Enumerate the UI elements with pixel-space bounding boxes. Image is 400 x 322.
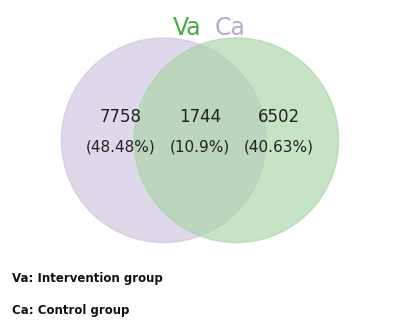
Text: 6502: 6502 — [258, 108, 300, 126]
Text: Va: Intervention group: Va: Intervention group — [12, 272, 163, 285]
Text: 7758: 7758 — [100, 108, 142, 126]
Text: (40.63%): (40.63%) — [244, 139, 314, 154]
Text: (10.9%): (10.9%) — [170, 139, 230, 154]
Text: Ca: Control group: Ca: Control group — [12, 304, 129, 317]
Text: (48.48%): (48.48%) — [86, 139, 156, 154]
Text: 1744: 1744 — [179, 108, 221, 126]
Text: Va: Va — [172, 16, 201, 40]
Circle shape — [134, 38, 339, 242]
Text: Ca: Ca — [214, 16, 245, 40]
Circle shape — [61, 38, 266, 242]
